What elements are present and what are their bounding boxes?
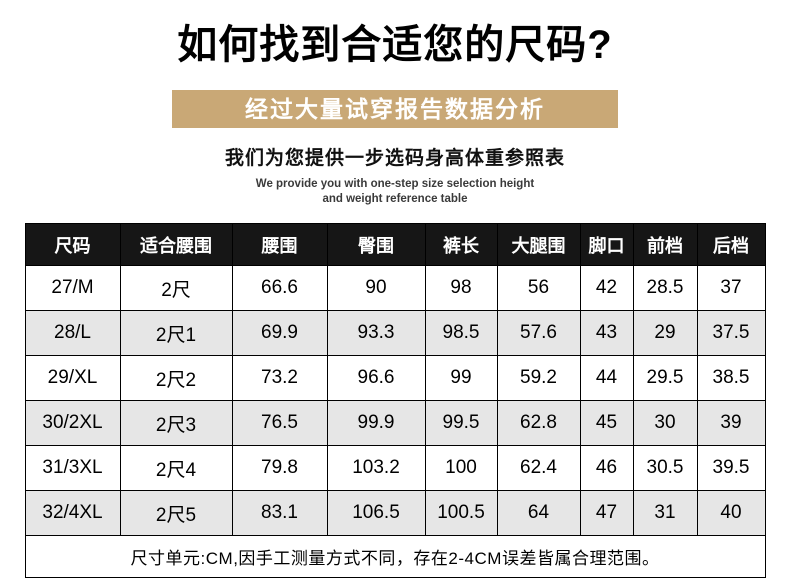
table-cell: 64: [496, 490, 581, 536]
table-header-cell: 臀围: [326, 223, 426, 266]
table-cell: 99.9: [326, 400, 426, 446]
table-cell: 76.5: [231, 400, 328, 446]
table-footnote-row: 尺寸单元:CM,因手工测量方式不同，存在2-4CM误差皆属合理范围。: [24, 535, 766, 578]
table-cell: 28.5: [632, 265, 698, 311]
table-cell: 37: [696, 265, 766, 311]
caption-en: We provide you with one-step size select…: [0, 177, 790, 207]
table-cell: 2尺2: [119, 355, 233, 401]
table-cell: 2尺4: [119, 445, 233, 491]
table-cell: 90: [326, 265, 426, 311]
table-cell: 79.8: [231, 445, 328, 491]
table-header-cell: 腰围: [231, 223, 328, 266]
table-cell: 30.5: [632, 445, 698, 491]
table-header-cell: 前档: [632, 223, 698, 266]
table-cell: 62.4: [496, 445, 581, 491]
table-cell: 98.5: [424, 310, 498, 356]
table-cell: 46: [579, 445, 634, 491]
table-row: 32/4XL 2尺5 83.1 106.5 100.5 64 47 31 40: [24, 490, 766, 536]
table-cell: 103.2: [326, 445, 426, 491]
table-row: 29/XL 2尺2 73.2 96.6 99 59.2 44 29.5 38.5: [24, 355, 766, 401]
table-header-cell: 脚口: [579, 223, 634, 266]
table-header-cell: 尺码: [24, 223, 121, 266]
table-cell: 57.6: [496, 310, 581, 356]
table-cell: 29/XL: [24, 355, 121, 401]
table-header-cell: 裤长: [424, 223, 498, 266]
table-cell: 29: [632, 310, 698, 356]
table-cell: 2尺3: [119, 400, 233, 446]
table-row: 31/3XL 2尺4 79.8 103.2 100 62.4 46 30.5 39.5: [24, 445, 766, 491]
size-table-body: 27/M 2尺 66.6 90 98 56 42 28.5 37 28/L 2尺1 69.9 93.3 9…: [24, 265, 766, 536]
table-cell: 29.5: [632, 355, 698, 401]
table-cell: 83.1: [231, 490, 328, 536]
table-cell: 56: [496, 265, 581, 311]
table-cell: 39.5: [696, 445, 766, 491]
table-cell: 62.8: [496, 400, 581, 446]
table-cell: 30/2XL: [24, 400, 121, 446]
table-cell: 44: [579, 355, 634, 401]
table-cell: 40: [696, 490, 766, 536]
table-cell: 27/M: [24, 265, 121, 311]
caption-en-line1: We provide you with one-step size select…: [255, 178, 535, 190]
table-cell: 2尺: [119, 265, 233, 311]
table-cell: 73.2: [231, 355, 328, 401]
table-cell: 96.6: [326, 355, 426, 401]
table-cell: 100.5: [424, 490, 498, 536]
table-footnote: 尺寸单元:CM,因手工测量方式不同，存在2-4CM误差皆属合理范围。: [24, 535, 766, 578]
table-cell: 31: [632, 490, 698, 536]
table-cell: 2尺5: [119, 490, 233, 536]
table-cell: 98: [424, 265, 498, 311]
table-cell: 47: [579, 490, 634, 536]
page-title: 如何找到合适您的尺码?: [177, 23, 613, 67]
table-cell: 2尺1: [119, 310, 233, 356]
size-table-head-row: 尺码 适合腰围 腰围 臀围 裤长 大腿围 脚口 前档 后档: [24, 223, 766, 266]
table-cell: 39: [696, 400, 766, 446]
table-cell: 30: [632, 400, 698, 446]
table-cell: 28/L: [24, 310, 121, 356]
table-header-cell: 适合腰围: [119, 223, 233, 266]
table-row: 30/2XL 2尺3 76.5 99.9 99.5 62.8 45 30 39: [24, 400, 766, 446]
subtitle-cn: 我们为您提供一步选码身高体重参照表: [224, 148, 565, 169]
table-cell: 42: [579, 265, 634, 311]
table-cell: 32/4XL: [24, 490, 121, 536]
table-row: 27/M 2尺 66.6 90 98 56 42 28.5 37: [24, 265, 766, 311]
table-row: 28/L 2尺1 69.9 93.3 98.5 57.6 43 29 37.5: [24, 310, 766, 356]
table-cell: 43: [579, 310, 634, 356]
table-cell: 100: [424, 445, 498, 491]
analysis-banner: 经过大量试穿报告数据分析: [172, 90, 618, 128]
table-cell: 45: [579, 400, 634, 446]
table-cell: 59.2: [496, 355, 581, 401]
table-cell: 69.9: [231, 310, 328, 356]
table-cell: 93.3: [326, 310, 426, 356]
table-cell: 37.5: [696, 310, 766, 356]
table-header-cell: 大腿围: [496, 223, 581, 266]
table-cell: 99: [424, 355, 498, 401]
table-cell: 99.5: [424, 400, 498, 446]
caption-en-line2: and weight reference table: [322, 193, 468, 205]
table-header-cell: 后档: [696, 223, 766, 266]
table-cell: 106.5: [326, 490, 426, 536]
size-reference-table: 尺码 适合腰围 腰围 臀围 裤长 大腿围 脚口 前档 后档 27/M 2尺 66.6 90 98 56 42…: [24, 223, 766, 578]
table-cell: 66.6: [231, 265, 328, 311]
table-cell: 31/3XL: [24, 445, 121, 491]
table-cell: 38.5: [696, 355, 766, 401]
